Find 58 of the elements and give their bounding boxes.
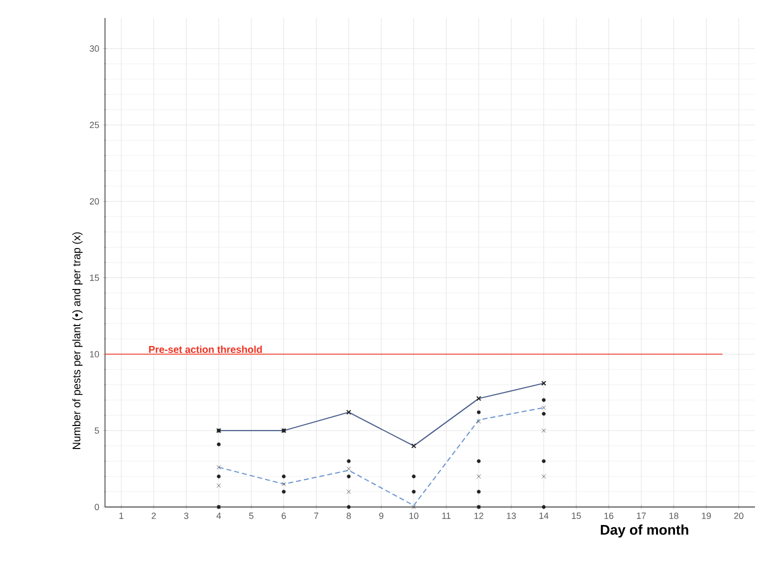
x-tick-label: 6 [282,512,286,519]
point [346,505,351,509]
y-tick-label: 25 [90,122,99,128]
x-tick-label: 14 [539,512,548,519]
y-tick-label: 15 [90,274,99,281]
point [476,490,481,494]
x-tick-label: 1 [119,512,124,519]
point [216,465,221,470]
point [412,490,416,494]
line-series [218,407,544,506]
x-tick-label: 17 [636,512,646,519]
ref-line-label: Pre-set action threshold [149,346,262,353]
x-axis-title: Day of month [600,524,688,538]
point [216,483,221,488]
point [542,505,546,509]
x-tick-label: 20 [734,512,744,519]
x-tick-label: 7 [314,512,318,519]
point [412,474,416,478]
point [542,428,546,433]
point [282,490,286,494]
point [282,474,286,478]
x-tick-label: 8 [346,512,351,519]
point [346,466,351,471]
y-tick-label: 5 [94,427,99,434]
point [346,459,351,464]
y-tick-label: 10 [90,351,100,358]
point [476,459,481,464]
y-tick-label: 20 [90,198,100,205]
x-tick-label: 2 [152,512,156,519]
point [542,474,546,479]
point [216,442,221,446]
point [216,474,221,478]
x-tick-label: 4 [216,512,221,519]
point [542,412,546,416]
x-tick-label: 10 [409,512,418,519]
x-tick-label: 18 [669,512,678,519]
x-tick-label: 12 [474,512,484,519]
point [282,482,286,486]
point [542,459,546,464]
x-tick-label: 9 [379,512,384,519]
x-tick-label: 15 [572,512,581,519]
point [476,419,481,424]
point [542,406,546,410]
x-tick-label: 3 [184,512,188,519]
x-tick-label: 11 [442,512,450,519]
point [412,504,416,510]
point [476,410,481,414]
x-tick-label: 19 [702,512,711,519]
x-tick-label: 5 [249,512,254,519]
point [346,490,351,494]
x-tick-label: 16 [604,512,614,519]
point [346,474,351,478]
point [542,398,546,402]
x-tick-label: 13 [506,512,516,519]
y-tick-label: 30 [90,45,100,52]
y-axis-title: Number of pests per plant (•) and per trap (x) [72,232,83,449]
y-tick-label: 0 [94,504,100,510]
point [476,474,481,479]
